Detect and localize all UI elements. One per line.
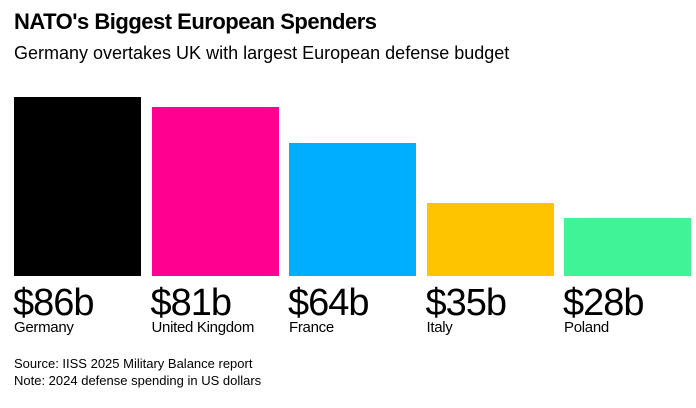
bar-germany — [14, 97, 141, 276]
category-label: Poland — [564, 319, 609, 336]
category-label: France — [289, 319, 334, 336]
bar-united-kingdom — [151, 107, 279, 276]
bar-poland — [564, 217, 691, 276]
chart-subtitle: Germany overtakes UK with largest Europe… — [14, 43, 510, 63]
category-label: Italy — [426, 319, 453, 336]
category-label: United Kingdom — [151, 319, 255, 336]
source-note: Source: IISS 2025 Military Balance repor… — [14, 356, 253, 371]
value-label: $64b — [288, 282, 370, 324]
chart-title: NATO's Biggest European Spenders — [14, 9, 377, 34]
category-label: Germany — [14, 319, 74, 336]
value-label: $35b — [425, 282, 508, 324]
bar-italy — [426, 203, 554, 276]
value-label: $81b — [150, 282, 233, 324]
value-label: $28b — [563, 282, 645, 324]
footnote: Note: 2024 defense spending in US dollar… — [14, 373, 262, 388]
value-label: $86b — [13, 282, 95, 324]
bar-france — [289, 142, 416, 276]
